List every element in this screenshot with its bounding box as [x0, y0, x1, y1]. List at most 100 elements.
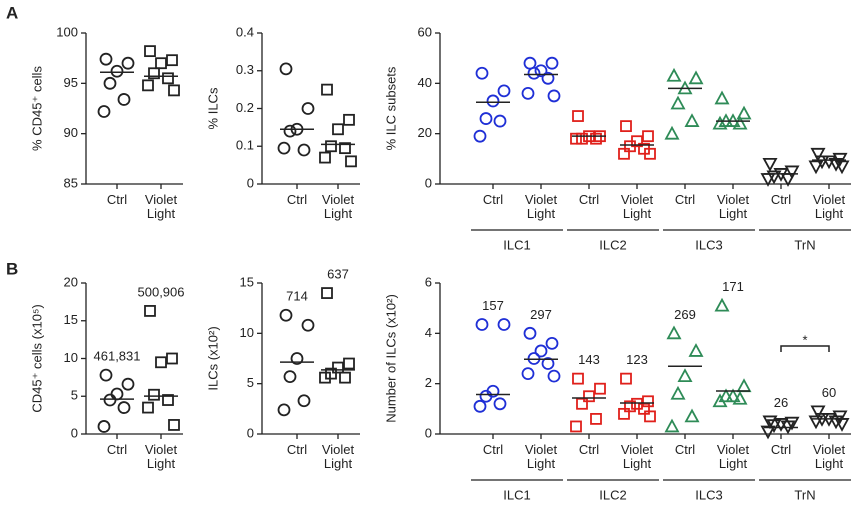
data-point — [666, 325, 682, 340]
y-tick-label: 95 — [64, 75, 78, 90]
data-point — [541, 357, 555, 370]
data-point — [718, 388, 734, 403]
data-point — [736, 378, 752, 393]
data-point — [828, 157, 844, 172]
x-tick-label: Violet Light — [322, 192, 355, 221]
y-tick-label: 10 — [64, 350, 78, 365]
data-point — [534, 64, 548, 78]
data-point — [493, 114, 507, 128]
value-label: 461,831 — [94, 349, 141, 364]
data-point — [583, 390, 595, 403]
data-point — [497, 84, 511, 98]
x-tick-label: Violet Light — [717, 442, 750, 471]
data-point — [638, 402, 650, 415]
y-tick-label: 5 — [247, 375, 254, 390]
data-point — [810, 405, 826, 420]
significance-label: * — [802, 332, 807, 347]
data-point — [834, 160, 850, 175]
data-point — [473, 129, 487, 143]
data-point — [780, 173, 796, 187]
data-point — [325, 367, 337, 380]
y-tick-label: 4 — [425, 325, 432, 340]
data-point — [343, 113, 355, 126]
data-point — [325, 140, 337, 153]
data-point — [766, 170, 782, 185]
data-point — [343, 357, 355, 370]
group-label: TrN — [794, 237, 815, 252]
data-point — [279, 308, 293, 322]
data-point — [644, 410, 656, 423]
y-tick-label: 0.4 — [236, 24, 254, 39]
data-point — [332, 361, 344, 374]
data-point — [148, 67, 160, 80]
y-tick-label: 2 — [425, 375, 432, 390]
data-point — [117, 93, 131, 106]
value-label: 500,906 — [138, 284, 185, 299]
data-point — [99, 368, 113, 382]
data-point — [521, 367, 535, 381]
x-tick-label: Ctrl — [579, 442, 599, 457]
data-point — [732, 115, 748, 130]
data-point — [762, 157, 778, 172]
data-point — [277, 141, 291, 155]
value-label: 143 — [578, 352, 600, 367]
y-tick-label: 0 — [247, 425, 254, 440]
x-tick-label: Violet Light — [145, 442, 178, 471]
x-tick-label: Violet Light — [621, 442, 654, 471]
data-point — [642, 130, 654, 143]
value-label: 26 — [774, 395, 788, 410]
data-point — [624, 140, 636, 153]
y-tick-label: 20 — [418, 125, 432, 140]
value-label: 714 — [286, 289, 308, 304]
x-tick-label: Ctrl — [675, 192, 695, 207]
x-tick-label: Ctrl — [107, 192, 127, 207]
y-tick-label: 20 — [64, 274, 78, 289]
data-point — [142, 79, 154, 92]
y-tick-label: 15 — [240, 274, 254, 289]
data-point — [277, 403, 291, 417]
data-point — [534, 344, 548, 358]
data-point — [283, 370, 297, 384]
data-point — [103, 393, 117, 407]
data-point — [570, 420, 582, 433]
y-tick-label: 90 — [64, 125, 78, 140]
data-point — [162, 394, 174, 406]
y-tick-label: 0.1 — [236, 138, 254, 153]
data-point — [475, 318, 489, 331]
x-tick-label: Violet Light — [525, 442, 558, 471]
data-point — [670, 385, 686, 400]
x-tick-label: Violet Light — [813, 442, 846, 471]
data-point — [736, 105, 752, 120]
x-tick-label: Violet Light — [813, 192, 846, 221]
data-point — [117, 401, 131, 414]
data-point — [155, 57, 167, 70]
y-tick-label: 100 — [56, 24, 78, 39]
data-point — [684, 408, 700, 423]
data-point — [545, 336, 559, 350]
value-label: 60 — [822, 385, 836, 400]
y-tick-label: 5 — [71, 388, 78, 403]
x-tick-label: Ctrl — [483, 442, 503, 457]
data-point — [664, 418, 680, 433]
data-point — [345, 155, 357, 168]
data-point — [714, 90, 730, 105]
data-point — [576, 397, 588, 410]
y-tick-label: 0.3 — [236, 62, 254, 77]
y-axis-label: CD45⁺ cells (x10⁵) — [29, 304, 44, 412]
data-point — [620, 120, 632, 133]
y-tick-label: 0.2 — [236, 100, 254, 115]
data-point — [521, 87, 535, 100]
group-label: ILC3 — [695, 237, 722, 252]
data-point — [784, 165, 800, 180]
x-tick-label: Violet Light — [525, 192, 558, 221]
x-tick-label: Violet Light — [717, 192, 750, 221]
x-tick-label: Ctrl — [579, 192, 599, 207]
data-point — [688, 70, 704, 85]
y-tick-label: 40 — [418, 75, 432, 90]
data-point — [99, 52, 113, 66]
data-point — [808, 160, 824, 175]
data-point — [110, 64, 124, 78]
data-point — [332, 123, 344, 136]
data-point — [339, 371, 351, 384]
data-point — [321, 83, 333, 96]
